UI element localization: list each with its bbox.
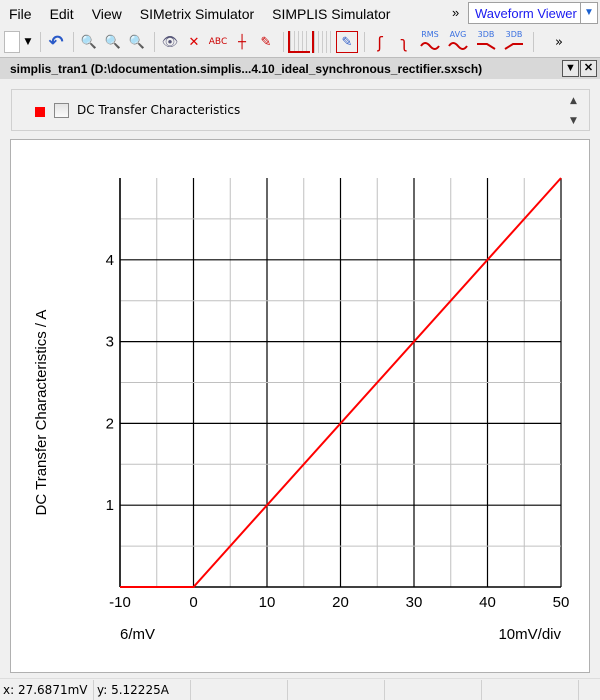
zoom-horizontal-icon[interactable]: 🔍 bbox=[104, 34, 122, 50]
undo-icon[interactable]: ↶ bbox=[48, 31, 64, 53]
window-title-bar: simplis_tran1 (D:\documentation.simplis.… bbox=[0, 57, 600, 79]
series-line bbox=[120, 177, 562, 588]
status-cell bbox=[288, 679, 385, 700]
scroll-up-icon[interactable]: ▲ bbox=[570, 96, 577, 106]
legend-panel: DC Transfer Characteristics ▲ ▼ bbox=[11, 89, 590, 131]
status-cell bbox=[482, 679, 579, 700]
rms-icon[interactable]: RMS bbox=[417, 30, 443, 54]
x-tick-label: 50 bbox=[553, 594, 570, 611]
wave-icon bbox=[420, 42, 440, 50]
3db-high-icon[interactable]: 3DB bbox=[501, 30, 527, 54]
rise-icon[interactable]: ʃ bbox=[377, 32, 383, 52]
avg-icon[interactable]: AVG bbox=[445, 30, 471, 54]
wave-icon bbox=[448, 42, 468, 50]
menu-file[interactable]: File bbox=[9, 6, 32, 22]
zoom-box-icon[interactable]: 🔍 bbox=[128, 34, 146, 50]
cursor-x-readout: x: 27.6871mV bbox=[0, 679, 94, 700]
status-cell bbox=[191, 679, 288, 700]
show-curve-icon[interactable]: 👁 bbox=[161, 34, 179, 50]
lowpass-curve-icon bbox=[477, 43, 496, 50]
window-title: simplis_tran1 (D:\documentation.simplis.… bbox=[10, 61, 483, 76]
mode-select[interactable]: Waveform Viewer ▼ bbox=[468, 2, 598, 24]
edit-curve-icon[interactable]: ✎ bbox=[260, 34, 272, 50]
zoom-vertical-icon[interactable]: 🔍 bbox=[80, 34, 98, 50]
curve-select-checkbox[interactable] bbox=[54, 103, 69, 118]
rms-label: RMS bbox=[421, 30, 439, 39]
status-bar: x: 27.6871mV y: 5.12225A bbox=[0, 678, 600, 700]
cursor-y-readout: y: 5.12225A bbox=[94, 679, 191, 700]
hide-curve-icon[interactable]: ✕ bbox=[188, 34, 200, 50]
x-tick-label: 20 bbox=[332, 594, 349, 611]
x-division-label: 10mV/div bbox=[498, 626, 561, 643]
menu-edit[interactable]: Edit bbox=[49, 6, 74, 22]
x-tick-label: 0 bbox=[189, 594, 197, 611]
new-grid-icon[interactable] bbox=[312, 31, 334, 53]
y-tick-label: 2 bbox=[106, 415, 114, 432]
curve-color-swatch bbox=[35, 107, 45, 117]
menu-simplis-simulator[interactable]: SIMPLIS Simulator bbox=[272, 6, 391, 22]
add-grid-icon[interactable]: ┼ bbox=[238, 34, 246, 50]
y-tick-label: 4 bbox=[106, 252, 114, 269]
chevron-down-icon[interactable]: ▼ bbox=[580, 3, 597, 23]
3db-low-icon[interactable]: 3DB bbox=[473, 30, 499, 54]
window-menu-icon[interactable]: ▼ bbox=[562, 60, 579, 77]
toolbar-overflow-button[interactable]: » bbox=[555, 34, 563, 50]
y-tick-label: 3 bbox=[106, 334, 114, 351]
3db-label: 3DB bbox=[505, 30, 523, 39]
mode-select-value: Waveform Viewer bbox=[475, 5, 577, 21]
avg-label: AVG bbox=[449, 30, 467, 39]
menu-view[interactable]: View bbox=[91, 6, 122, 22]
new-document-icon[interactable] bbox=[4, 31, 20, 53]
x-tick-label: 30 bbox=[406, 594, 423, 611]
x-units-label: 6/mV bbox=[120, 626, 155, 643]
dropdown-icon[interactable]: ▼ bbox=[24, 37, 32, 47]
x-tick-label: 10 bbox=[259, 594, 276, 611]
x-tick-label: -10 bbox=[109, 594, 131, 611]
y-axis-label: DC Transfer Characteristics / A bbox=[33, 310, 50, 516]
menu-simetrix-simulator[interactable]: SIMetrix Simulator bbox=[139, 6, 255, 22]
edit-graph-icon[interactable]: ✎ bbox=[336, 31, 358, 53]
new-graph-icon[interactable] bbox=[288, 31, 310, 53]
menu-overflow-button[interactable]: » bbox=[452, 5, 460, 20]
menu-bar: File Edit View SIMetrix Simulator SIMPLI… bbox=[0, 0, 600, 28]
status-cell bbox=[385, 679, 482, 700]
x-tick-label: 40 bbox=[479, 594, 496, 611]
legend-label[interactable]: DC Transfer Characteristics bbox=[77, 103, 241, 117]
3db-label: 3DB bbox=[477, 30, 495, 39]
fall-icon[interactable]: ʅ bbox=[400, 32, 408, 52]
scroll-down-icon[interactable]: ▼ bbox=[570, 116, 577, 126]
close-icon[interactable]: ✕ bbox=[580, 60, 597, 77]
toolbar: ▼ ↶ 🔍 🔍 🔍 👁 ✕ ABC ┼ ✎ ✎ ʃ ʅ RMS AVG 3DB … bbox=[0, 28, 600, 56]
y-tick-label: 1 bbox=[106, 497, 114, 514]
plot-area[interactable] bbox=[10, 139, 590, 673]
axis-label-icon[interactable]: ABC bbox=[208, 37, 228, 47]
highpass-curve-icon bbox=[504, 43, 523, 50]
